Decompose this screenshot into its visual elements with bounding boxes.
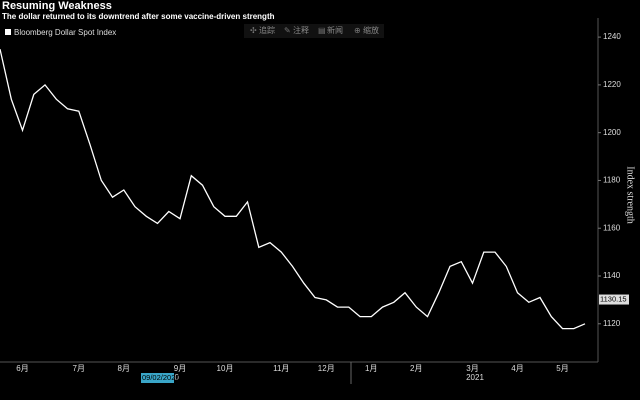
x-tick-label: 10月 [217,364,234,373]
y-axis-label: Index strength [625,166,636,224]
toolbar-button[interactable]: 追踪 [259,25,275,35]
chart-title: Resuming Weakness [2,0,112,12]
y-tick-label: 1160 [603,223,621,232]
last-price-bg [599,294,629,305]
y-tick-label: 1240 [603,32,621,41]
toolbar-button[interactable]: 缩放 [363,25,379,35]
year-label: 2021 [466,373,484,382]
y-tick-label: 1120 [603,319,621,328]
x-tick-label: 11月 [273,364,289,373]
crosshair-date: 09/02/2020 [142,373,180,382]
x-tick-label: 1月 [365,364,377,373]
toolbar-bg [244,24,384,38]
x-tick-label: 6月 [16,364,28,373]
x-tick-label: 2月 [410,364,422,373]
toolbar-button[interactable]: 新闻 [327,25,343,35]
x-tick-label: 3月 [466,364,478,373]
x-tick-label: 8月 [118,364,130,373]
chart-subtitle: The dollar returned to its downtrend aft… [2,12,275,21]
x-tick-label: 12月 [318,364,335,373]
x-tick-label: 4月 [511,364,523,373]
last-price-label: 1130.15 [600,295,627,304]
legend-swatch [5,29,11,35]
legend-label: Bloomberg Dollar Spot Index [14,28,116,37]
toolbar-icon: ⊕ [354,26,361,35]
toolbar: ✣ 追踪 ✎ 注释 ▤ 新闻 ⊕ 缩放 [244,24,384,38]
toolbar-icon: ✣ [250,26,257,35]
y-tick-label: 1140 [603,271,621,280]
y-tick-label: 1200 [603,128,621,137]
y-tick-label: 1220 [603,80,621,89]
y-tick-label: 1180 [603,176,621,185]
toolbar-icon: ▤ [318,26,326,35]
crosshair-date-bg [141,373,174,383]
line-series [0,48,586,330]
toolbar-icon: ✎ [284,26,291,35]
x-tick-label: 7月 [73,364,85,373]
toolbar-button[interactable]: 注释 [293,25,309,35]
x-tick-label: 9月 [174,364,186,373]
x-tick-label: 5月 [556,364,568,373]
